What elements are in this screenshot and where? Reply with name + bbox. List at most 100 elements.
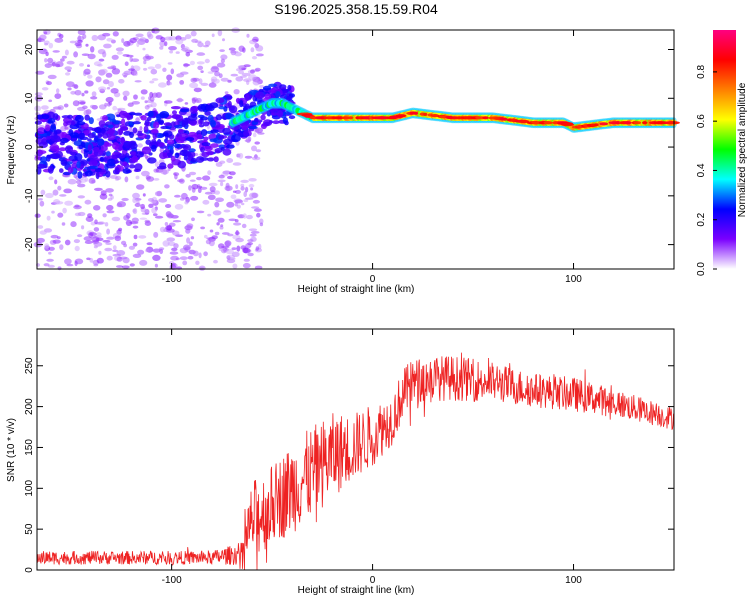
spectrogram-noise-cell <box>72 84 78 88</box>
spectrogram-noise-cell <box>232 263 238 269</box>
spectrogram-noise-cell <box>207 170 212 176</box>
spectrogram-noise-cell <box>87 64 90 67</box>
spectrogram-band-cell <box>36 114 44 120</box>
spectrogram-noise-cell <box>124 61 129 66</box>
spectrogram-noise-cell <box>48 251 52 255</box>
spectrogram-band-cell <box>218 106 226 110</box>
spectrogram-noise-cell <box>66 60 75 65</box>
spectrogram-noise-cell <box>57 266 62 271</box>
spectrogram-noise-cell <box>93 205 101 211</box>
spectrogram-noise-cell <box>83 70 87 77</box>
spectrogram-noise-cell <box>84 240 93 244</box>
spectrogram-noise-cell <box>51 210 55 214</box>
spectrogram-noise-cell <box>248 74 257 80</box>
spectrogram-noise-cell <box>132 253 142 258</box>
colorbar-tick-label: 0.8 <box>696 64 707 78</box>
spectrogram-noise-cell <box>220 54 228 60</box>
spectrogram-noise-cell <box>77 195 86 199</box>
spectrogram-noise-cell <box>146 176 155 182</box>
spectrogram-noise-cell <box>87 213 93 219</box>
spectrogram-noise-cell <box>145 248 150 253</box>
spectrogram-noise-cell <box>85 43 89 47</box>
spectrogram-noise-cell <box>255 53 264 57</box>
spectrogram-noise-cell <box>74 204 80 208</box>
spectrogram-band-cell <box>62 171 71 176</box>
spectrogram-noise-cell <box>108 81 114 88</box>
spectrogram-band-cell <box>70 120 76 126</box>
spectrogram-band-cell <box>116 137 125 143</box>
spectrogram-band-cell <box>185 137 195 142</box>
spectrogram-band-cell <box>282 90 288 96</box>
spectrogram-noise-cell <box>213 259 218 264</box>
spectrogram-noise-cell <box>133 234 138 240</box>
spectrogram-noise-cell <box>47 264 55 268</box>
spectrogram-noise-cell <box>200 82 209 86</box>
spectrogram-noise-cell <box>95 76 102 83</box>
spectrogram-noise-cell <box>218 248 226 252</box>
spectrogram-noise-cell <box>206 237 214 240</box>
spectrogram-band-cell <box>107 134 116 141</box>
spectrogram-noise-cell <box>95 237 104 242</box>
spectrogram-noise-cell <box>158 82 167 88</box>
spectrogram-noise-cell <box>131 101 140 105</box>
spectrogram-noise-cell <box>142 193 146 197</box>
spectrogram-band-cell <box>272 120 280 125</box>
spectrogram-noise-cell <box>213 78 220 84</box>
spectrogram-noise-cell <box>218 73 223 79</box>
spectrogram-band-cell <box>105 113 116 121</box>
spectrogram-band-cell <box>223 138 233 145</box>
spectrogram-noise-cell <box>34 213 41 218</box>
spectrogram-peak-cell <box>594 123 599 127</box>
spectrogram-noise-cell <box>133 94 138 100</box>
spectrogram-noise-cell <box>241 202 245 206</box>
spectrogram-noise-cell <box>77 29 86 35</box>
spectrogram-band-cell <box>188 148 196 153</box>
snr-ytick-label: 0 <box>24 567 35 573</box>
spectrogram-band-cell <box>71 137 78 141</box>
spectrogram-noise-cell <box>149 80 155 84</box>
spectrogram-noise-cell <box>187 255 194 260</box>
spectrogram-noise-cell <box>227 175 233 180</box>
spectrogram-band-cell <box>190 106 198 115</box>
spectrogram-noise-cell <box>48 99 53 103</box>
spectrogram-band-cell <box>206 157 215 162</box>
spectrogram-band-cell <box>285 95 293 101</box>
spectrogram-noise-cell <box>234 199 244 204</box>
spectrogram-band-cell <box>213 156 219 163</box>
colorbar: 0.0 0.2 0.4 0.6 0.8 Normalized spectral ampl… <box>696 30 748 276</box>
colorbar-ticks: 0.0 0.2 0.4 0.6 0.8 <box>696 64 717 276</box>
spectrogram-noise-cell <box>76 234 83 238</box>
spectrogram-band-cell <box>97 133 103 139</box>
spectrogram-noise-cell <box>112 249 119 252</box>
spectrogram-band-cell <box>122 161 128 167</box>
spectrogram-noise-cell <box>196 176 202 181</box>
spectrogram-noise-cell <box>248 183 255 188</box>
spectrogram-xtick-label: 100 <box>565 274 582 285</box>
spectrogram-noise-cell <box>102 32 111 37</box>
spectrogram-noise-cell <box>136 42 140 48</box>
spectrogram-peak-cell <box>653 121 670 125</box>
spectrogram-noise-cell <box>122 257 130 264</box>
spectrogram-xtick-label: -100 <box>162 274 182 285</box>
spectrogram-noise-cell <box>203 45 209 48</box>
spectrogram-noise-cell <box>242 213 247 219</box>
spectrogram-noise-cell <box>190 30 197 37</box>
spectrogram-noise-cell <box>172 262 176 266</box>
spectrogram-noise-cell <box>198 78 203 85</box>
spectrogram-noise-cell <box>230 194 237 200</box>
spectrogram-band-cell <box>200 129 208 137</box>
spectrogram-noise-cell <box>135 117 140 122</box>
spectrogram-noise-cell <box>138 235 147 239</box>
spectrogram-noise-cell <box>106 204 114 211</box>
spectrogram-band-cell <box>94 127 102 133</box>
spectrogram-noise-cell <box>74 42 82 47</box>
spectrogram-noise-cell <box>179 80 185 85</box>
spectrogram-noise-cell <box>228 47 236 51</box>
spectrogram-noise-cell <box>81 92 85 97</box>
spectrogram-band-cell <box>67 114 73 119</box>
spectrogram-noise-cell <box>219 225 224 230</box>
spectrogram-noise-cell <box>81 53 90 56</box>
spectrogram-band-cell <box>93 146 99 153</box>
spectrogram-band-cell <box>263 119 273 127</box>
spectrogram-band-cell <box>88 117 94 125</box>
